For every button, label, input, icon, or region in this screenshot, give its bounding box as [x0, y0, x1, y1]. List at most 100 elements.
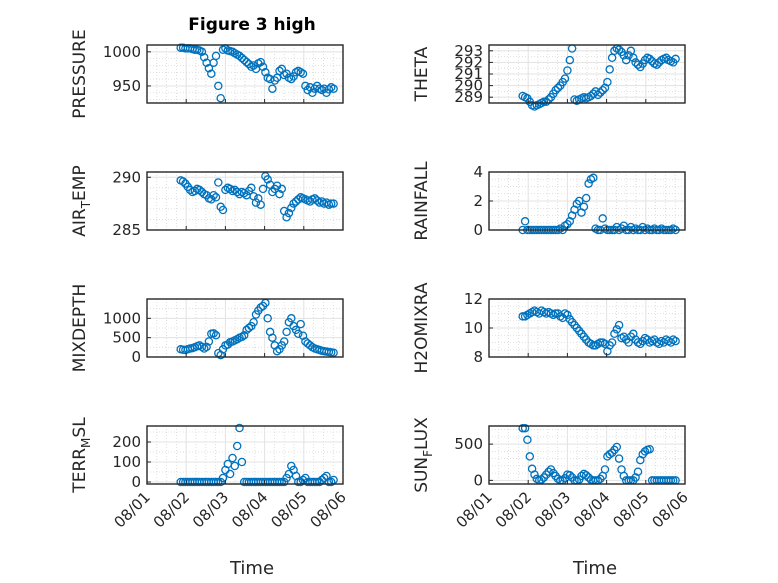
data-point: [551, 85, 560, 95]
x-tick-label: 08/01: [453, 488, 496, 531]
data-point: [263, 175, 272, 184]
y-axis-label: AIRTEMP: [70, 165, 93, 236]
data-point: [619, 471, 629, 481]
y-tick-label: 12: [464, 290, 483, 308]
data-point: [310, 194, 320, 203]
data-point: [518, 312, 527, 321]
data-point: [579, 202, 589, 212]
data-point: [263, 314, 272, 323]
data-point: [614, 454, 624, 463]
data-point: [207, 195, 216, 204]
y-tick-label: 100: [112, 453, 141, 471]
data-point: [258, 184, 268, 194]
y-axis-label: TERRMSL: [70, 417, 93, 494]
data-point: [537, 475, 546, 484]
data-point: [619, 51, 629, 60]
data-point: [329, 84, 338, 93]
data-point: [652, 60, 662, 69]
data-point: [277, 184, 287, 194]
data-point: [296, 319, 305, 329]
data-point: [230, 461, 240, 471]
data-point: [239, 331, 249, 340]
axes-box: [488, 425, 686, 485]
data-point: [598, 214, 607, 223]
data-point: [211, 51, 221, 61]
data-point: [279, 337, 289, 346]
data-point: [214, 81, 223, 91]
data-point: [282, 327, 291, 337]
data-point: [647, 336, 657, 346]
axes-box: [146, 44, 344, 104]
x-tick-label: 08/05: [609, 488, 652, 531]
data-point: [275, 477, 284, 487]
data-point: [178, 177, 188, 186]
data-point: [598, 85, 607, 95]
data-point: [287, 203, 296, 213]
data-point: [249, 317, 258, 327]
y-tick-label: 0: [131, 348, 141, 366]
y-tick-label: 289: [454, 88, 483, 106]
data-point: [204, 63, 214, 73]
data-point: [232, 334, 242, 344]
data-point: [612, 442, 622, 452]
data-point: [581, 471, 591, 480]
y-axis-label: PRESSURE: [70, 29, 90, 118]
data-point: [291, 197, 301, 206]
data-point: [289, 199, 298, 208]
data-point: [596, 338, 605, 347]
data-point: [237, 457, 247, 467]
subplot-pressure: 950 1000 PRESSURE: [70, 29, 344, 119]
data-point: [275, 189, 284, 199]
y-tick-label: 0: [473, 221, 483, 239]
data-point: [235, 423, 244, 433]
data-point: [209, 190, 218, 200]
data-point: [268, 333, 277, 342]
axes-box: [146, 171, 344, 231]
data-point: [270, 76, 280, 85]
y-axis-label: RAINFALL: [412, 161, 432, 241]
data-point: [629, 53, 638, 63]
subplot-air: 285 290 AIRTEMP: [70, 165, 344, 239]
data-point: [211, 477, 221, 487]
data-point: [209, 329, 218, 338]
data-point: [284, 208, 294, 218]
data-point: [581, 193, 591, 203]
data-point: [624, 51, 633, 60]
data-point: [324, 477, 334, 487]
data-point: [308, 88, 317, 98]
data-point: [565, 471, 575, 480]
data-point: [553, 83, 563, 93]
x-axis-label-right: Time: [572, 558, 617, 579]
data-point: [272, 346, 282, 356]
x-tick-label: 08/04: [228, 488, 271, 531]
data-point: [645, 54, 654, 64]
x-tick-label: 08/06: [307, 488, 350, 531]
data-point: [294, 477, 303, 487]
y-axis-label: MIXDEPTH: [70, 284, 90, 373]
data-point: [520, 217, 530, 226]
data-point: [593, 90, 603, 100]
data-point: [633, 60, 643, 69]
y-axis-label: H2OMIXRA: [412, 282, 432, 373]
subplot-h2omixra: 8 10 12 H2OMIXRA: [412, 282, 686, 374]
data-point: [520, 423, 530, 433]
data-point: [589, 173, 598, 183]
data-point: [607, 338, 617, 347]
data-point: [530, 470, 539, 479]
x-tick-label: 08/01: [111, 488, 154, 531]
data-point: [287, 314, 296, 323]
x-tick-label: 08/04: [570, 488, 613, 531]
data-point: [251, 198, 261, 207]
data-point: [525, 452, 535, 461]
data-point: [244, 323, 254, 333]
data-point: [324, 85, 334, 94]
data-point: [207, 69, 216, 78]
data-point: [329, 199, 338, 208]
y-tick-label: 0: [473, 471, 483, 489]
data-point: [645, 444, 654, 454]
data-point: [218, 473, 228, 483]
y-tick-label: 0: [131, 473, 141, 491]
y-tick-label: 285: [112, 221, 141, 239]
